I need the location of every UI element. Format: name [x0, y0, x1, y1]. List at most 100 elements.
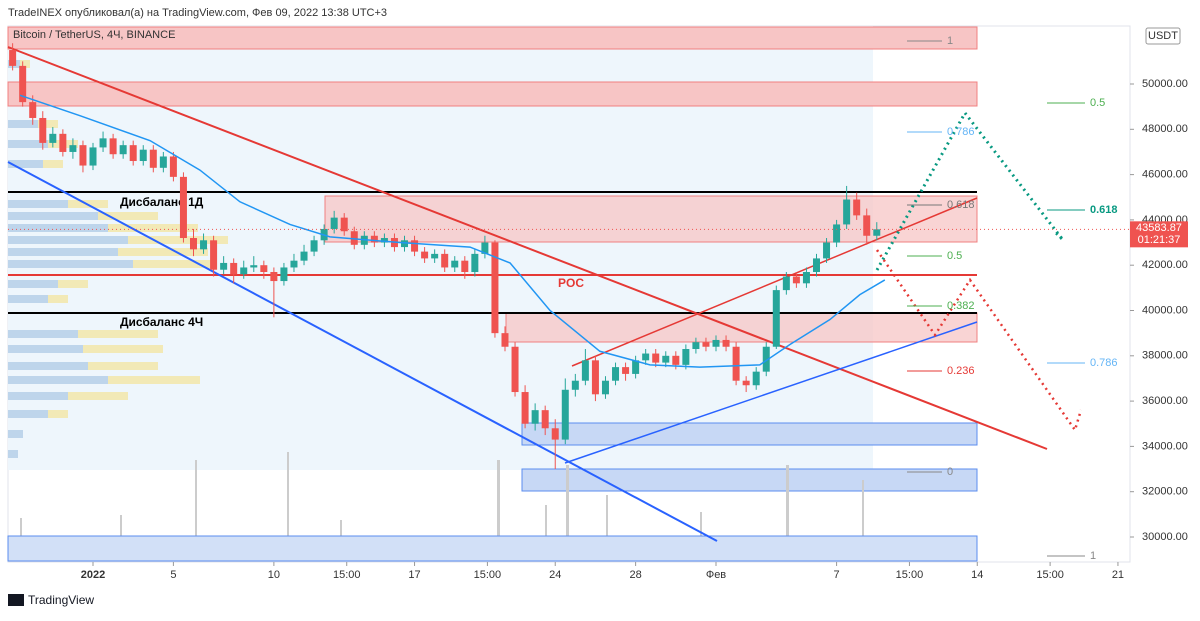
candle-body — [632, 360, 640, 374]
candle-body — [59, 133, 67, 152]
y-tick-label: 36000.00 — [1142, 395, 1188, 407]
candle-body — [581, 360, 589, 381]
candle-body — [461, 260, 469, 272]
candle-body — [702, 342, 710, 347]
candle-body — [300, 251, 308, 261]
candle-body — [792, 276, 800, 284]
x-tick-label: 15:00 — [896, 569, 924, 581]
volume-band — [7, 535, 978, 562]
candle-body — [853, 199, 861, 216]
candle-body — [39, 117, 47, 143]
candle-body — [431, 253, 439, 259]
candle-body — [220, 262, 228, 270]
candle-body — [863, 215, 871, 236]
candle-body — [69, 145, 77, 152]
projection-path — [875, 249, 1083, 433]
candle-body — [79, 145, 87, 166]
candle-body — [712, 339, 720, 347]
imbalance-zone — [505, 312, 978, 343]
candle-body — [521, 392, 529, 424]
y-tick-label: 40000.00 — [1142, 304, 1188, 316]
candle-body — [139, 149, 147, 162]
candle-body — [350, 231, 358, 245]
fib-label: 0.618 — [1090, 204, 1118, 216]
candle-body — [601, 380, 609, 395]
candle-body — [380, 238, 388, 243]
candle-body — [159, 156, 167, 168]
fib-label: 0.382 — [947, 300, 975, 312]
y-tick-label: 38000.00 — [1142, 350, 1188, 362]
x-tick-label: Фев — [706, 569, 726, 581]
candle-body — [290, 260, 298, 268]
y-tick-label: 32000.00 — [1142, 486, 1188, 498]
candle-body — [622, 367, 630, 374]
candle-body — [99, 138, 107, 148]
x-tick-label: 17 — [408, 569, 420, 581]
candle-body — [9, 50, 17, 66]
candle-body — [591, 360, 599, 395]
brand-logo — [8, 594, 24, 606]
trend-line — [564, 321, 978, 464]
candle-body — [49, 133, 57, 143]
trend-line — [7, 161, 718, 542]
candle-body — [873, 229, 881, 236]
candle-body — [843, 199, 851, 225]
candle-body — [421, 251, 429, 259]
candle-body — [441, 253, 449, 268]
symbol-title: Bitcoin / TetherUS, 4Ч, BINANCE — [13, 29, 175, 41]
last-price-box — [1130, 221, 1188, 248]
fib-label: 0.786 — [1090, 357, 1118, 369]
candle-body — [752, 371, 760, 386]
candle-body — [370, 235, 378, 243]
annotation: Дисбаланс 4Ч — [120, 315, 203, 329]
fib-label: 0.786 — [947, 126, 975, 138]
candle-body — [772, 290, 780, 347]
candle-body — [129, 145, 137, 162]
candle-body — [692, 342, 700, 350]
x-tick-label: 15:00 — [333, 569, 361, 581]
candle-body — [531, 410, 539, 424]
x-tick-label: 15:00 — [474, 569, 502, 581]
x-tick-label: 5 — [170, 569, 176, 581]
y-tick-label: 48000.00 — [1142, 123, 1188, 135]
candle-body — [823, 242, 831, 259]
fib-label: 0 — [947, 466, 953, 478]
x-tick-label: 10 — [268, 569, 280, 581]
currency-box[interactable] — [1145, 27, 1181, 45]
candle-body — [722, 339, 730, 347]
candle-body — [119, 145, 127, 155]
candle-body — [782, 276, 790, 291]
candle-body — [149, 149, 157, 168]
candle-body — [481, 242, 489, 254]
candle-body — [511, 346, 519, 393]
candle-body — [340, 217, 348, 232]
candle-body — [29, 102, 37, 118]
candle-body — [401, 240, 409, 248]
x-tick-label: 28 — [629, 569, 641, 581]
fib-label: 0.5 — [947, 250, 962, 262]
candle-body — [19, 65, 27, 103]
candle-body — [109, 138, 117, 155]
x-tick-label: 21 — [1112, 569, 1124, 581]
candle-body — [732, 346, 740, 381]
x-tick-label: 14 — [971, 569, 983, 581]
candle-body — [230, 262, 238, 275]
x-tick-label: 15:00 — [1036, 569, 1064, 581]
demand-zone — [521, 422, 978, 446]
candle-body — [189, 238, 197, 250]
candle-body — [561, 389, 569, 440]
candle-body — [310, 240, 318, 252]
currency[interactable]: USDT — [1148, 30, 1178, 42]
candle-body — [672, 355, 680, 365]
y-tick-label: 34000.00 — [1142, 440, 1188, 452]
candle-body — [89, 147, 97, 166]
candle-body — [411, 240, 419, 252]
supply-zone — [7, 81, 978, 107]
plot: 30000.00 32000.00 34000.00 36000.00 38000.00… — [8, 35, 1188, 581]
candle-body — [200, 240, 208, 250]
candle-body — [451, 260, 459, 268]
candle-body — [270, 271, 278, 282]
candle-body — [501, 333, 509, 347]
annotation: POC — [558, 276, 584, 290]
